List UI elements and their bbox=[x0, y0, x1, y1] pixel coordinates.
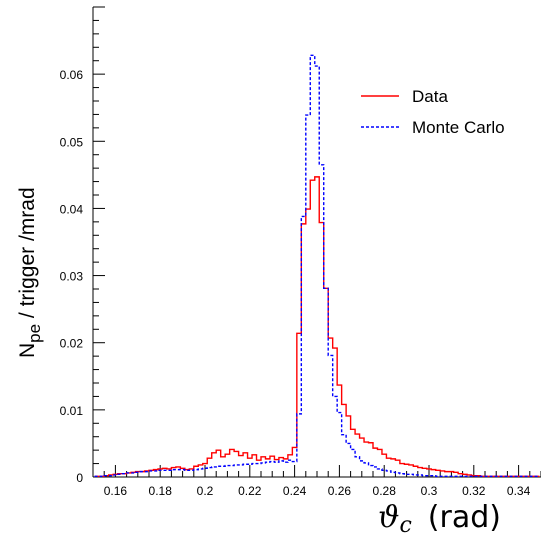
x-axis-label: ϑc (rad) bbox=[378, 500, 501, 538]
legend-label: Monte Carlo bbox=[412, 118, 505, 137]
y-label-rest: / trigger /mrad bbox=[16, 187, 39, 324]
x-tick-label: 0.22 bbox=[238, 484, 262, 498]
legend-label: Data bbox=[412, 87, 448, 106]
y-tick-label: 0 bbox=[76, 471, 83, 485]
y-tick-label: 0.04 bbox=[60, 202, 84, 216]
y-label-main: N bbox=[16, 343, 39, 358]
y-label-subscript: pe bbox=[25, 324, 44, 343]
x-tick-label: 0.16 bbox=[104, 484, 128, 498]
y-tick-label: 0.01 bbox=[60, 404, 84, 418]
axis-labels: Npe / trigger /mrad ϑc (rad) bbox=[16, 187, 501, 538]
x-tick-label: 0.2 bbox=[197, 484, 214, 498]
x-tick-label: 0.3 bbox=[421, 484, 438, 498]
y-tick-label: 0.06 bbox=[60, 68, 84, 82]
axes: 0.16 0.18 0.2 0.22 0.24 0.26 0.28 0.3 0.32 0.34 0 0… bbox=[60, 6, 541, 498]
legend: Data Monte Carlo bbox=[361, 87, 505, 137]
x-tick-label: 0.32 bbox=[462, 484, 486, 498]
x-tick-label: 0.34 bbox=[507, 484, 531, 498]
x-label-subscript: c bbox=[399, 513, 411, 538]
x-tick-label: 0.24 bbox=[283, 484, 307, 498]
y-tick-label: 0.05 bbox=[60, 135, 84, 149]
y-axis-label: Npe / trigger /mrad bbox=[16, 187, 44, 358]
x-tick-label: 0.28 bbox=[373, 484, 397, 498]
y-tick-label: 0.02 bbox=[60, 337, 84, 351]
series-layer bbox=[94, 54, 540, 478]
x-label-symbol: ϑ bbox=[378, 500, 399, 535]
y-tick-label: 0.03 bbox=[60, 270, 84, 284]
x-label-unit: (rad) bbox=[428, 500, 501, 535]
x-tick-label: 0.26 bbox=[328, 484, 352, 498]
series-data-histogram bbox=[94, 176, 540, 478]
x-tick-label: 0.18 bbox=[149, 484, 173, 498]
